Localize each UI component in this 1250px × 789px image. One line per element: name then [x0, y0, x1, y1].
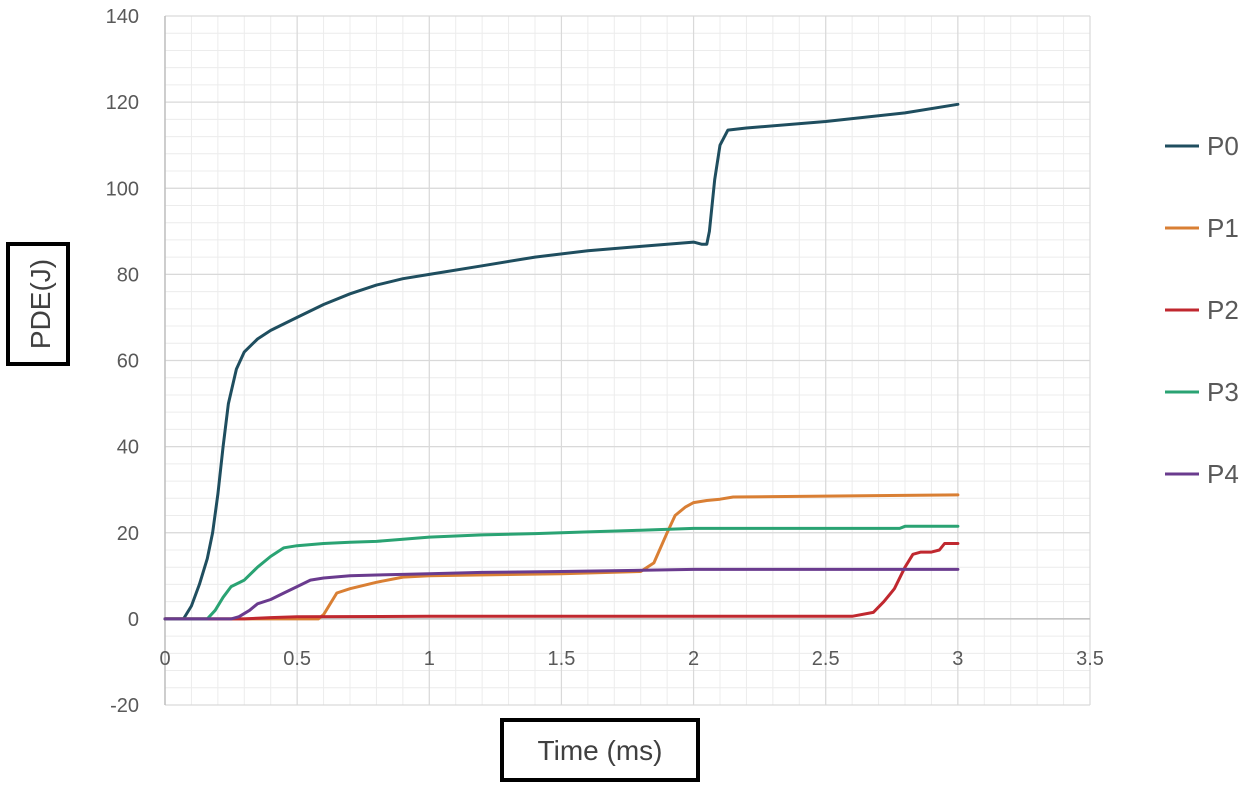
- tick-labels: -20 0 20 40 60 80 100 120 140 0 0.5 1 1.5 2 2.5 3 3.5: [106, 6, 1104, 717]
- series-line-p4: [163, 567, 960, 621]
- series-lines: [163, 102, 960, 621]
- y-tick-label: 80: [117, 264, 139, 286]
- x-tick-label: 1: [424, 648, 435, 670]
- x-tick-label: 1.5: [548, 648, 576, 670]
- x-tick-label: 2.5: [812, 648, 840, 670]
- y-tick-label: 60: [117, 351, 139, 373]
- legend-label-p4: P4: [1207, 459, 1239, 489]
- series-line-p1: [163, 493, 960, 621]
- legend: P0 P1 P2 P3 P4: [1165, 131, 1239, 489]
- series-line-p0: [163, 102, 960, 621]
- legend-label-p2: P2: [1207, 295, 1239, 325]
- y-axis-title: PDE(J): [25, 259, 56, 349]
- x-tick-label: 0: [159, 648, 170, 670]
- y-tick-label: 120: [106, 92, 139, 114]
- legend-label-p0: P0: [1207, 131, 1239, 161]
- x-tick-label: 2: [688, 648, 699, 670]
- x-axis-title: Time (ms): [538, 735, 663, 766]
- legend-label-p3: P3: [1207, 377, 1239, 407]
- x-axis-title-box: Time (ms): [500, 718, 700, 782]
- series-line-p2: [163, 542, 960, 621]
- y-tick-label: 20: [117, 523, 139, 545]
- grid: [164, 15, 1091, 706]
- y-tick-label: 100: [106, 178, 139, 200]
- x-tick-label: 0.5: [283, 648, 311, 670]
- y-axis-title-box: PDE(J): [6, 242, 70, 366]
- y-tick-label: 40: [117, 437, 139, 459]
- y-tick-label: -20: [110, 695, 139, 717]
- series-line-p3: [163, 524, 960, 621]
- y-tick-label: 0: [128, 609, 139, 631]
- y-tick-label: 140: [106, 6, 139, 28]
- x-tick-label: 3.5: [1076, 648, 1104, 670]
- x-tick-label: 3: [952, 648, 963, 670]
- legend-label-p1: P1: [1207, 213, 1239, 243]
